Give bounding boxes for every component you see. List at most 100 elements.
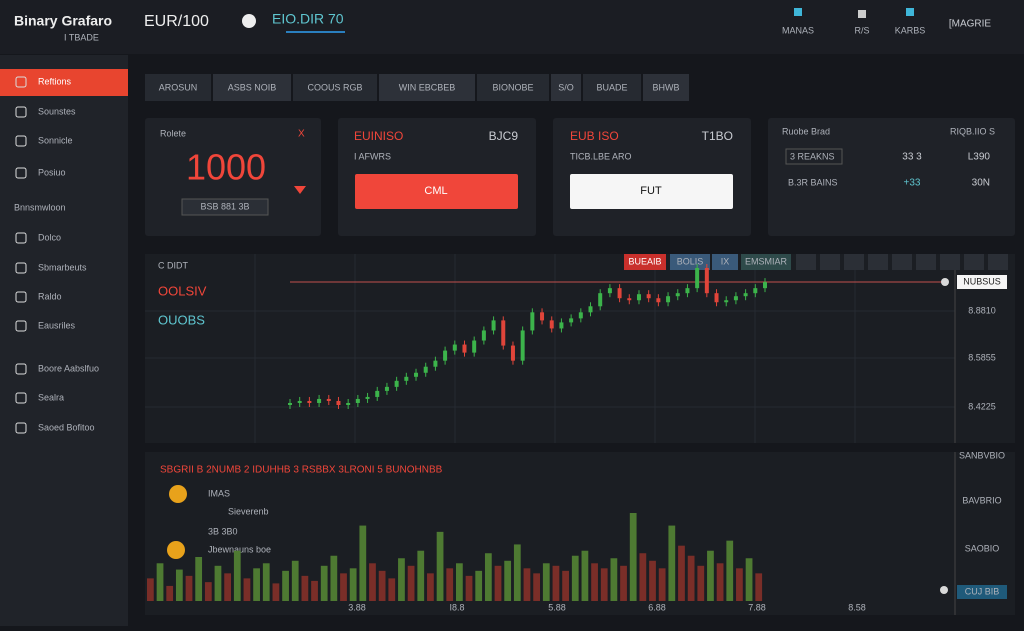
call-button[interactable]	[355, 174, 518, 209]
volume-bar	[475, 570, 483, 601]
box	[785, 148, 843, 165]
tool[interactable]	[940, 254, 960, 270]
volume-bar	[562, 570, 569, 601]
nav-item[interactable]: MANAS	[782, 25, 814, 35]
nav-label[interactable]: Sealra	[38, 392, 64, 402]
tab-label[interactable]: BUADE	[596, 82, 627, 92]
tool-label[interactable]: EMSMIAR	[745, 256, 788, 266]
volume-bar	[533, 573, 541, 601]
tab-label[interactable]: AROSUN	[159, 82, 198, 92]
candle	[297, 400, 302, 403]
button-label[interactable]: CML	[424, 185, 447, 197]
icon	[15, 167, 27, 179]
candle	[530, 312, 535, 331]
tab[interactable]	[293, 74, 377, 101]
volume-bar	[620, 565, 627, 601]
candle	[695, 268, 700, 289]
nav-label[interactable]: Dolco	[38, 232, 61, 242]
close[interactable]: X	[298, 129, 305, 140]
x-label: 5.88	[548, 602, 566, 612]
volume-bar	[726, 540, 734, 601]
volume-bar	[600, 568, 608, 601]
volume-bar	[262, 563, 270, 601]
tab-label[interactable]: BHWB	[653, 82, 680, 92]
tool[interactable]	[868, 254, 888, 270]
tab-label[interactable]: S/O	[558, 82, 574, 92]
candle	[627, 298, 632, 301]
tool[interactable]	[988, 254, 1008, 270]
tab[interactable]	[583, 74, 641, 101]
volume-bar	[147, 578, 154, 601]
tool[interactable]	[796, 254, 816, 270]
tab[interactable]	[643, 74, 689, 101]
tab[interactable]	[551, 74, 581, 101]
nav-label[interactable]: Raldo	[38, 291, 62, 301]
icon	[15, 135, 27, 147]
nav-label[interactable]: Reftions	[38, 76, 72, 86]
volume-bar	[185, 575, 193, 601]
nav-item[interactable]: R/S	[854, 25, 869, 35]
tab-label[interactable]: ASBS NOIB	[228, 82, 277, 92]
cards: Rolete X 1000 BSB 881 3B EUINISO BJC9 I …	[145, 118, 1015, 236]
tool-label[interactable]: BUEAIB	[628, 256, 661, 266]
volume-bar	[320, 565, 328, 601]
tab[interactable]	[477, 74, 549, 101]
tab-label[interactable]: WIN EBCBEB	[399, 82, 456, 92]
sidebar	[0, 55, 128, 626]
tool[interactable]	[892, 254, 912, 270]
candle	[646, 294, 651, 299]
box	[181, 198, 269, 216]
icon	[15, 422, 27, 434]
tool[interactable]	[741, 254, 791, 270]
tab[interactable]	[213, 74, 291, 101]
volume-bar	[311, 580, 318, 601]
nav-label[interactable]: Boore Aabslfuo	[38, 363, 99, 373]
candle	[443, 350, 448, 361]
tool[interactable]	[964, 254, 984, 270]
tool-label[interactable]: IX	[721, 256, 730, 266]
tool[interactable]	[670, 254, 710, 270]
tool[interactable]	[916, 254, 936, 270]
candle	[375, 390, 380, 397]
tabs: AROSUN ASBS NOIB COOUS RGB WIN EBCBEB BIONOB…	[145, 74, 689, 101]
logo[interactable]: Binary Grafaro	[14, 13, 112, 29]
tab[interactable]	[379, 74, 475, 101]
volume-bar	[330, 555, 338, 601]
nav-label[interactable]: Eausriles	[38, 320, 76, 330]
nav-label[interactable]: Sounstes	[38, 106, 76, 116]
tool[interactable]	[844, 254, 864, 270]
tab-label[interactable]: COOUS RGB	[307, 82, 362, 92]
sell-price: OOLSIV	[158, 283, 207, 298]
candle	[733, 296, 738, 301]
nav-label[interactable]: Sonnicle	[38, 135, 73, 145]
icon	[15, 320, 27, 332]
nav-label[interactable]: Sbmarbeuts	[38, 262, 87, 272]
volume-bar	[504, 560, 512, 601]
tool[interactable]	[820, 254, 840, 270]
tab[interactable]	[145, 74, 211, 101]
candle	[317, 398, 322, 403]
legend-item: IMAS	[208, 488, 230, 498]
volume-bar	[378, 570, 386, 601]
candle	[404, 376, 409, 381]
price-label: NUBSUS	[963, 276, 1001, 286]
put-button[interactable]	[570, 174, 733, 209]
nav-label[interactable]: Posiuo	[38, 167, 66, 177]
tab-label[interactable]: BIONOBE	[492, 82, 533, 92]
nav-item[interactable]: [MAGRIE	[949, 19, 992, 30]
nav-item[interactable]: KARBS	[895, 25, 926, 35]
ticker[interactable]: EUR/100	[144, 13, 209, 30]
button-label[interactable]: FUT	[640, 185, 662, 197]
tool[interactable]	[712, 254, 738, 270]
x-label: 8.58	[848, 602, 866, 612]
volume-axis-label: SANBVBIO	[959, 450, 1005, 460]
candle	[452, 344, 457, 351]
icon	[242, 14, 256, 28]
card-title: EUINISO	[354, 129, 403, 143]
icon	[15, 232, 27, 244]
volume-bar	[610, 558, 618, 601]
tool-label[interactable]: BOLIS	[677, 256, 704, 266]
tool[interactable]	[624, 254, 666, 270]
nav-label[interactable]: Saoed Bofitoo	[38, 422, 95, 432]
volume-bar	[204, 582, 212, 601]
